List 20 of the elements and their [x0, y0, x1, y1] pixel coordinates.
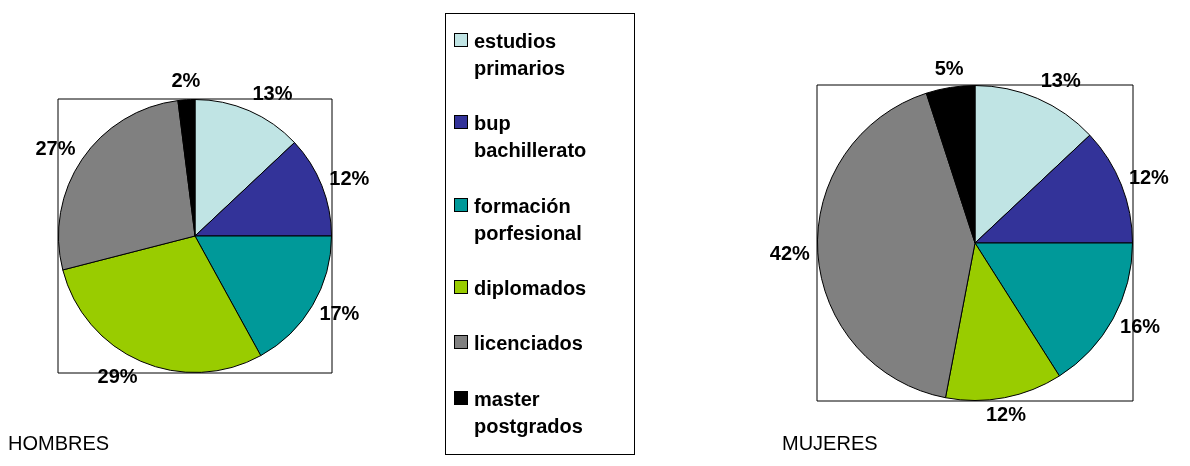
- data-label: 12%: [1128, 165, 1170, 188]
- text: HOMBRES: [8, 432, 110, 455]
- data-label: 42%: [769, 241, 811, 264]
- legend-label: bup bachillerato: [474, 111, 588, 164]
- data-label: 13%: [252, 81, 293, 104]
- legend-label: estudios primarios: [474, 29, 567, 82]
- data-label: 27%: [35, 136, 76, 159]
- data-label: 29%: [97, 365, 138, 388]
- data-label: 12%: [329, 166, 370, 189]
- data-label: 2%: [171, 69, 201, 92]
- data-label: 12%: [986, 402, 1027, 425]
- data-label: 16%: [1120, 315, 1161, 338]
- legend-label: licenciados: [474, 331, 584, 357]
- legend-label: formación porfesional: [474, 193, 583, 246]
- legend-label: master postgrados: [474, 386, 584, 439]
- data-label: 5%: [934, 57, 964, 80]
- data-label: 13%: [1040, 69, 1081, 92]
- data-label: 17%: [319, 302, 360, 325]
- text: MUJERES: [782, 432, 878, 455]
- legend-label: diplomados: [474, 276, 588, 302]
